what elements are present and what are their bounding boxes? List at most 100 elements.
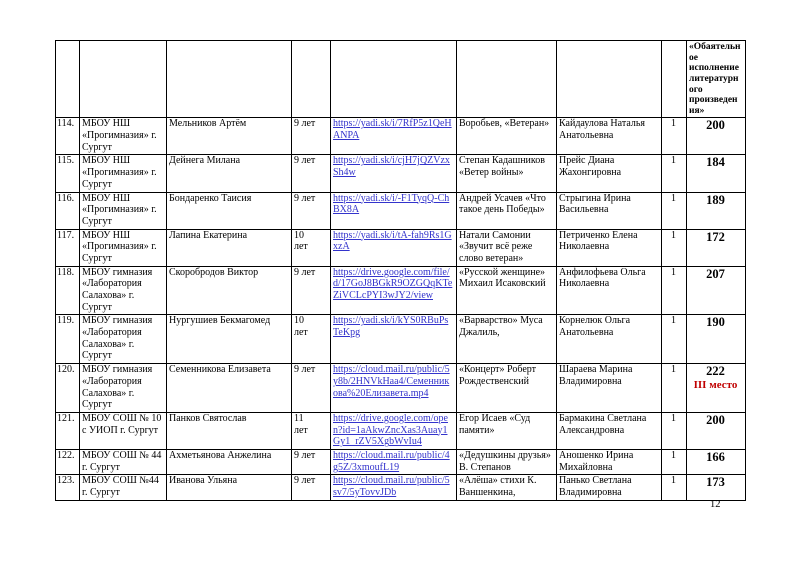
score-cell: 166 xyxy=(686,448,746,476)
row-number: 118. xyxy=(55,265,80,316)
row-number: 121. xyxy=(55,411,80,450)
row-number: 117. xyxy=(55,228,80,267)
age-cell: 9 лет xyxy=(291,474,331,501)
table-row: 122. МБОУ СОШ № 44 г. Сургут Ахметьянова… xyxy=(55,448,746,476)
count-cell: 1 xyxy=(661,474,687,501)
score-cell: 189 xyxy=(686,191,746,230)
work-cell: «Варварство» Муса Джалиль, xyxy=(456,314,557,365)
score-cell: 184 xyxy=(686,154,746,193)
score-value: 166 xyxy=(706,449,725,464)
table-row: 123. МБОУ СОШ №44 г. Сургут Иванова Улья… xyxy=(55,474,746,501)
teacher-cell: Корнелюк Ольга Анатольевна xyxy=(556,314,662,365)
score-value: 200 xyxy=(706,412,725,427)
student-cell: Лапина Екатерина xyxy=(166,228,292,267)
student-cell: Панков Святослав xyxy=(166,411,292,450)
row-number: 122. xyxy=(55,448,80,476)
table-row: 120. МБОУ гимназия «Лаборатория Салахова… xyxy=(55,363,746,413)
submission-link[interactable]: https://cloud.mail.ru/public/4g5Z/3xmouf… xyxy=(333,449,450,473)
age-cell: 10 лет xyxy=(291,314,331,365)
table-row: 117. МБОУ НШ «Прогимназия» г. Сургут Лап… xyxy=(55,228,746,267)
work-cell: Андрей Усачев «Что такое день Победы» xyxy=(456,191,557,230)
count-cell: 1 xyxy=(661,228,687,267)
school-cell: МБОУ гимназия «Лаборатория Салахова» г. … xyxy=(79,363,167,413)
score-cell: 207 xyxy=(686,265,746,316)
age-cell: 9 лет xyxy=(291,265,331,316)
row-number: 116. xyxy=(55,191,80,230)
score-value: 190 xyxy=(706,315,725,330)
link-cell: https://yadi.sk/i/7RfP5z1QeHANPA xyxy=(330,117,457,156)
header-empty-cell xyxy=(330,39,457,119)
header-empty-cell xyxy=(456,39,557,119)
page-number: 12 xyxy=(710,499,721,510)
header-score-criterion: «Обаятельное исполнение литературного пр… xyxy=(686,39,746,119)
score-value: 172 xyxy=(706,229,725,244)
school-cell: МБОУ СОШ № 10 с УИОП г. Сургут xyxy=(79,411,167,450)
score-value: 207 xyxy=(706,266,725,281)
score-value: 184 xyxy=(706,155,725,170)
score-cell: 222 III место xyxy=(686,363,746,413)
table-row: 115. МБОУ НШ «Прогимназия» г. Сургут Дей… xyxy=(55,154,746,193)
school-cell: МБОУ НШ «Прогимназия» г. Сургут xyxy=(79,154,167,193)
row-number: 114. xyxy=(55,117,80,156)
student-cell: Бондаренко Таисия xyxy=(166,191,292,230)
count-cell: 1 xyxy=(661,117,687,156)
header-empty-cell xyxy=(661,39,687,119)
submission-link[interactable]: https://yadi.sk/i/kYS0RBuPsTeKpg xyxy=(333,315,449,339)
table-header-row: «Обаятельное исполнение литературного пр… xyxy=(55,39,746,119)
submission-link[interactable]: https://yadi.sk/i/7RfP5z1QeHANPA xyxy=(333,118,452,142)
table-row: 116. МБОУ НШ «Прогимназия» г. Сургут Бон… xyxy=(55,191,746,230)
link-cell: https://drive.google.com/file/d/17GoJ8BG… xyxy=(330,265,457,316)
count-cell: 1 xyxy=(661,265,687,316)
submission-link[interactable]: https://drive.google.com/open?id=1aAkwZn… xyxy=(333,412,448,448)
age-cell: 9 лет xyxy=(291,363,331,413)
student-cell: Ахметьянова Анжелина xyxy=(166,448,292,476)
award-label: III место xyxy=(693,378,738,391)
row-number: 120. xyxy=(55,363,80,413)
school-cell: МБОУ СОШ № 44 г. Сургут xyxy=(79,448,167,476)
school-cell: МБОУ НШ «Прогимназия» г. Сургут xyxy=(79,228,167,267)
age-cell: 9 лет xyxy=(291,117,331,156)
score-cell: 200 xyxy=(686,411,746,450)
school-cell: МБОУ гимназия «Лаборатория Салахова» г. … xyxy=(79,314,167,365)
score-cell: 200 xyxy=(686,117,746,156)
header-empty-cell xyxy=(79,39,167,119)
school-cell: МБОУ СОШ №44 г. Сургут xyxy=(79,474,167,501)
student-cell: Иванова Ульяна xyxy=(166,474,292,501)
work-cell: «Алёша» стихи К. Ваншенкина, xyxy=(456,474,557,501)
school-cell: МБОУ НШ «Прогимназия» г. Сургут xyxy=(79,191,167,230)
header-empty-cell xyxy=(166,39,292,119)
count-cell: 1 xyxy=(661,314,687,365)
link-cell: https://yadi.sk/i/-F1TyqQ-ChBX8A xyxy=(330,191,457,230)
submission-link[interactable]: https://yadi.sk/i/-F1TyqQ-ChBX8A xyxy=(333,192,450,216)
link-cell: https://yadi.sk/i/kYS0RBuPsTeKpg xyxy=(330,314,457,365)
student-cell: Мельников Артём xyxy=(166,117,292,156)
age-cell: 9 лет xyxy=(291,154,331,193)
work-cell: Воробьев, «Ветеран» xyxy=(456,117,557,156)
age-cell: 9 лет xyxy=(291,191,331,230)
table-row: 114. МБОУ НШ «Прогимназия» г. Сургут Мел… xyxy=(55,117,746,156)
submission-link[interactable]: https://cloud.mail.ru/public/5y8b/2HNVkH… xyxy=(333,364,450,399)
count-cell: 1 xyxy=(661,154,687,193)
work-cell: «Концерт» Роберт Рождественский xyxy=(456,363,557,413)
school-cell: МБОУ гимназия «Лаборатория Салахова» г. … xyxy=(79,265,167,316)
count-cell: 1 xyxy=(661,363,687,413)
row-number: 119. xyxy=(55,314,80,365)
score-value: 173 xyxy=(706,475,725,490)
teacher-cell: Петриченко Елена Николаевна xyxy=(556,228,662,267)
student-cell: Дейнега Милана xyxy=(166,154,292,193)
link-cell: https://cloud.mail.ru/public/5y8b/2HNVkH… xyxy=(330,363,457,413)
submission-link[interactable]: https://cloud.mail.ru/public/5sv7/5yTovv… xyxy=(333,475,450,498)
teacher-cell: Аношенко Ирина Михайловна xyxy=(556,448,662,476)
score-value: 200 xyxy=(706,118,725,133)
submission-link[interactable]: https://yadi.sk/i/cjH7jQZVzxSh4w xyxy=(333,155,450,179)
age-cell: 9 лет xyxy=(291,448,331,476)
table-row: 119. МБОУ гимназия «Лаборатория Салахова… xyxy=(55,314,746,365)
score-value: 222 xyxy=(706,364,725,379)
link-cell: https://drive.google.com/open?id=1aAkwZn… xyxy=(330,411,457,450)
submission-link[interactable]: https://yadi.sk/i/tA-fah9Rs1GxzA xyxy=(333,229,452,253)
header-empty-cell xyxy=(556,39,662,119)
work-cell: «Русской женщине» Михаил Исаковский xyxy=(456,265,557,316)
submission-link[interactable]: https://drive.google.com/file/d/17GoJ8BG… xyxy=(333,266,453,301)
teacher-cell: Панько Светлана Владимировна xyxy=(556,474,662,501)
